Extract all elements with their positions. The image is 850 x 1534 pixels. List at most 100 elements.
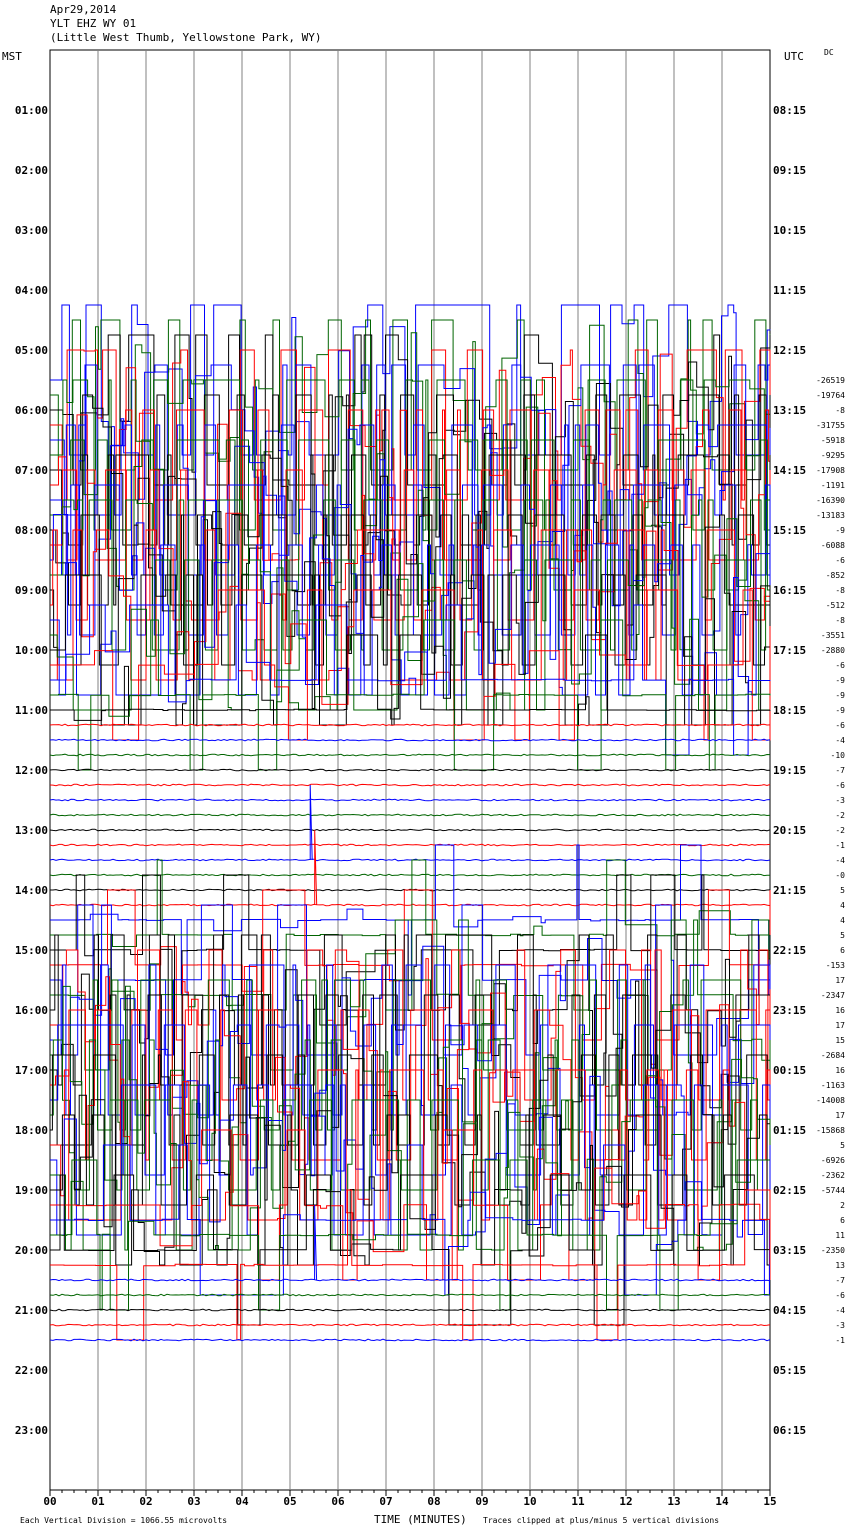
trace-offset-label: -1191: [821, 481, 845, 490]
utc-hour-label: 22:15: [773, 944, 806, 957]
seismic-trace: [50, 574, 771, 726]
utc-hour-label: 16:15: [773, 584, 806, 597]
trace-offset-label: -26519: [816, 376, 845, 385]
seismic-trace: [50, 514, 771, 666]
trace-offset-label: 11: [835, 1231, 845, 1240]
trace-offset-label: 4: [840, 916, 845, 925]
trace-offset-label: -2362: [821, 1171, 845, 1180]
seismic-trace: [49, 1338, 771, 1342]
seismic-trace: [49, 723, 771, 727]
mst-axis-label: MST: [2, 50, 22, 63]
utc-hour-label: 05:15: [773, 1364, 806, 1377]
utc-hour-label: 04:15: [773, 1304, 806, 1317]
utc-hour-labels: 08:15 09:15 10:15 11:15 12:15 13:15 14:15 15:15…: [773, 104, 806, 1437]
utc-hour-label: 09:15: [773, 164, 806, 177]
x-tick-label: 05: [283, 1495, 296, 1508]
utc-hour-label: 02:15: [773, 1184, 806, 1197]
x-tick-label: 01: [91, 1495, 105, 1508]
mst-hour-label: 10:00: [15, 644, 48, 657]
utc-hour-label: 12:15: [773, 344, 806, 357]
trace-offset-label: -4: [835, 1306, 845, 1315]
utc-axis-label: UTC: [784, 50, 804, 63]
x-tick-label: 14: [715, 1495, 729, 1508]
seismic-trace: [50, 1174, 771, 1326]
mst-hour-label: 19:00: [15, 1184, 48, 1197]
header-station: YLT EHZ WY 01: [50, 17, 137, 30]
trace-offset-label: -14008: [816, 1096, 845, 1105]
mst-hour-label: 18:00: [15, 1124, 48, 1137]
scale-note: Each Vertical Division = 1066.55 microvo…: [20, 1516, 227, 1525]
seismic-trace: [50, 319, 771, 471]
seismic-trace: [49, 1308, 771, 1312]
seismic-trace: [50, 304, 771, 456]
utc-hour-label: 01:15: [773, 1124, 806, 1137]
trace-offset-label: 16: [835, 1006, 845, 1015]
trace-offset-label: -6: [835, 1291, 845, 1300]
trace-offset-label: -4: [835, 736, 845, 745]
trace-offset-label: -9: [835, 676, 845, 685]
x-tick-label: 03: [187, 1495, 200, 1508]
mst-hour-label: 06:00: [15, 404, 48, 417]
trace-offset-label: -8: [835, 616, 845, 625]
seismic-trace: [49, 1293, 771, 1297]
trace-offset-label: 5: [840, 1141, 845, 1150]
utc-hour-label: 10:15: [773, 224, 806, 237]
utc-hour-label: 13:15: [773, 404, 806, 417]
trace-offset-label: -6926: [821, 1156, 845, 1165]
trace-offset-label: 6: [840, 1216, 845, 1225]
x-tick-label: 07: [379, 1495, 392, 1508]
trace-offset-label: -6: [835, 781, 845, 790]
clip-note: Traces clipped at plus/minus 5 vertical …: [483, 1516, 719, 1525]
trace-offset-label: 13: [835, 1261, 845, 1270]
seismic-trace: [49, 873, 771, 877]
seismic-trace: [50, 888, 771, 892]
utc-hour-label: 23:15: [773, 1004, 806, 1017]
utc-hour-label: 15:15: [773, 524, 806, 537]
seismic-trace: [49, 798, 771, 802]
mst-hour-label: 12:00: [15, 764, 48, 777]
seismic-trace: [50, 1189, 771, 1341]
trace-offset-label: -153: [826, 961, 845, 970]
trace-offset-label: -2347: [821, 991, 845, 1000]
trace-offset-label: -2: [835, 811, 845, 820]
x-tick-label: 12: [619, 1495, 632, 1508]
trace-offset-label: -8: [835, 406, 845, 415]
trace-offset-label: -3551: [821, 631, 845, 640]
trace-offset-label: -4: [835, 856, 845, 865]
trace-offset-label: 5: [840, 886, 845, 895]
utc-hour-label: 06:15: [773, 1424, 806, 1437]
trace-offset-label: -1: [835, 841, 845, 850]
seismic-trace: [50, 1114, 771, 1266]
trace-offset-label: -7: [835, 1276, 845, 1285]
seismic-trace: [49, 829, 771, 907]
x-tick-label: 08: [427, 1495, 440, 1508]
trace-offset-label: -13183: [816, 511, 845, 520]
mst-hour-labels: 01:00 02:00 03:00 04:00 05:00 06:00 07:00 08:00…: [15, 104, 48, 1437]
seismic-trace: [50, 499, 770, 651]
x-tick-label: 11: [571, 1495, 585, 1508]
seismic-trace: [50, 334, 771, 486]
trace-offset-label: -1163: [821, 1081, 845, 1090]
seismic-trace: [50, 454, 771, 606]
trace-offset-label: -9: [835, 706, 845, 715]
seismic-trace: [50, 634, 771, 721]
trace-offset-label: -10: [831, 751, 846, 760]
trace-offset-label: -15868: [816, 1126, 845, 1135]
seismic-trace: [50, 394, 771, 546]
trace-offset-label: -7: [835, 766, 845, 775]
mst-hour-label: 01:00: [15, 104, 48, 117]
mst-hour-label: 17:00: [15, 1064, 48, 1077]
trace-offset-label: 6: [840, 946, 845, 955]
trace-offset-label: -9: [835, 526, 845, 535]
utc-hour-label: 20:15: [773, 824, 806, 837]
trace-offset-label: -5918: [821, 436, 845, 445]
trace-offset-label: -852: [826, 571, 845, 580]
seismic-trace: [49, 1323, 771, 1327]
mst-hour-label: 05:00: [15, 344, 48, 357]
utc-hour-label: 08:15: [773, 104, 806, 117]
trace-offset-label: -2684: [821, 1051, 845, 1060]
seismic-trace: [50, 1129, 771, 1281]
mst-hour-label: 09:00: [15, 584, 48, 597]
mst-hour-label: 22:00: [15, 1364, 48, 1377]
trace-offset-label: 5: [840, 931, 845, 940]
